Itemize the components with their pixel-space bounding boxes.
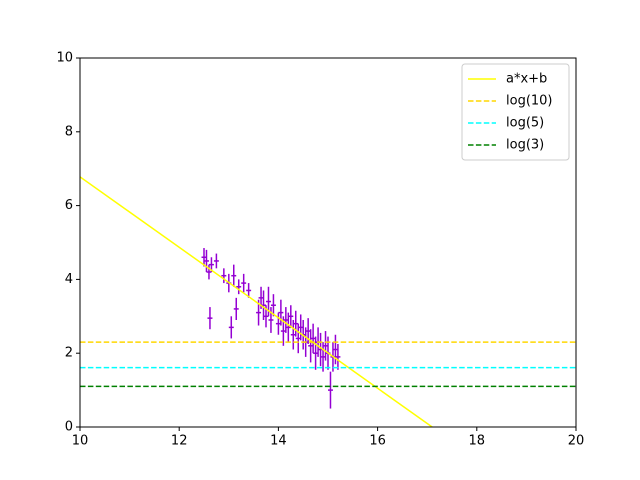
x-tick-label: 12: [171, 434, 188, 449]
legend-box: [461, 63, 570, 161]
legend-label: log(3): [506, 138, 544, 153]
legend-label: log(5): [506, 116, 544, 131]
y-tick-label: 2: [65, 346, 73, 361]
x-tick-label: 20: [568, 434, 585, 449]
plot-area: [80, 176, 576, 427]
legend-label: log(10): [506, 94, 553, 109]
axes-frame: [79, 57, 577, 428]
y-tick-label: 0: [65, 420, 73, 435]
y-tick-label: 4: [65, 272, 73, 287]
x-tick-label: 16: [369, 434, 386, 449]
y-tick-label: 6: [65, 198, 73, 213]
x-tick-label: 14: [270, 434, 287, 449]
x-tick-label: 10: [72, 434, 89, 449]
y-tick-label: 10: [56, 51, 73, 66]
line: [80, 176, 433, 427]
y-tick-label: 8: [65, 124, 73, 139]
x-tick-label: 18: [469, 434, 486, 449]
legend-label: a*x+b: [506, 72, 547, 87]
